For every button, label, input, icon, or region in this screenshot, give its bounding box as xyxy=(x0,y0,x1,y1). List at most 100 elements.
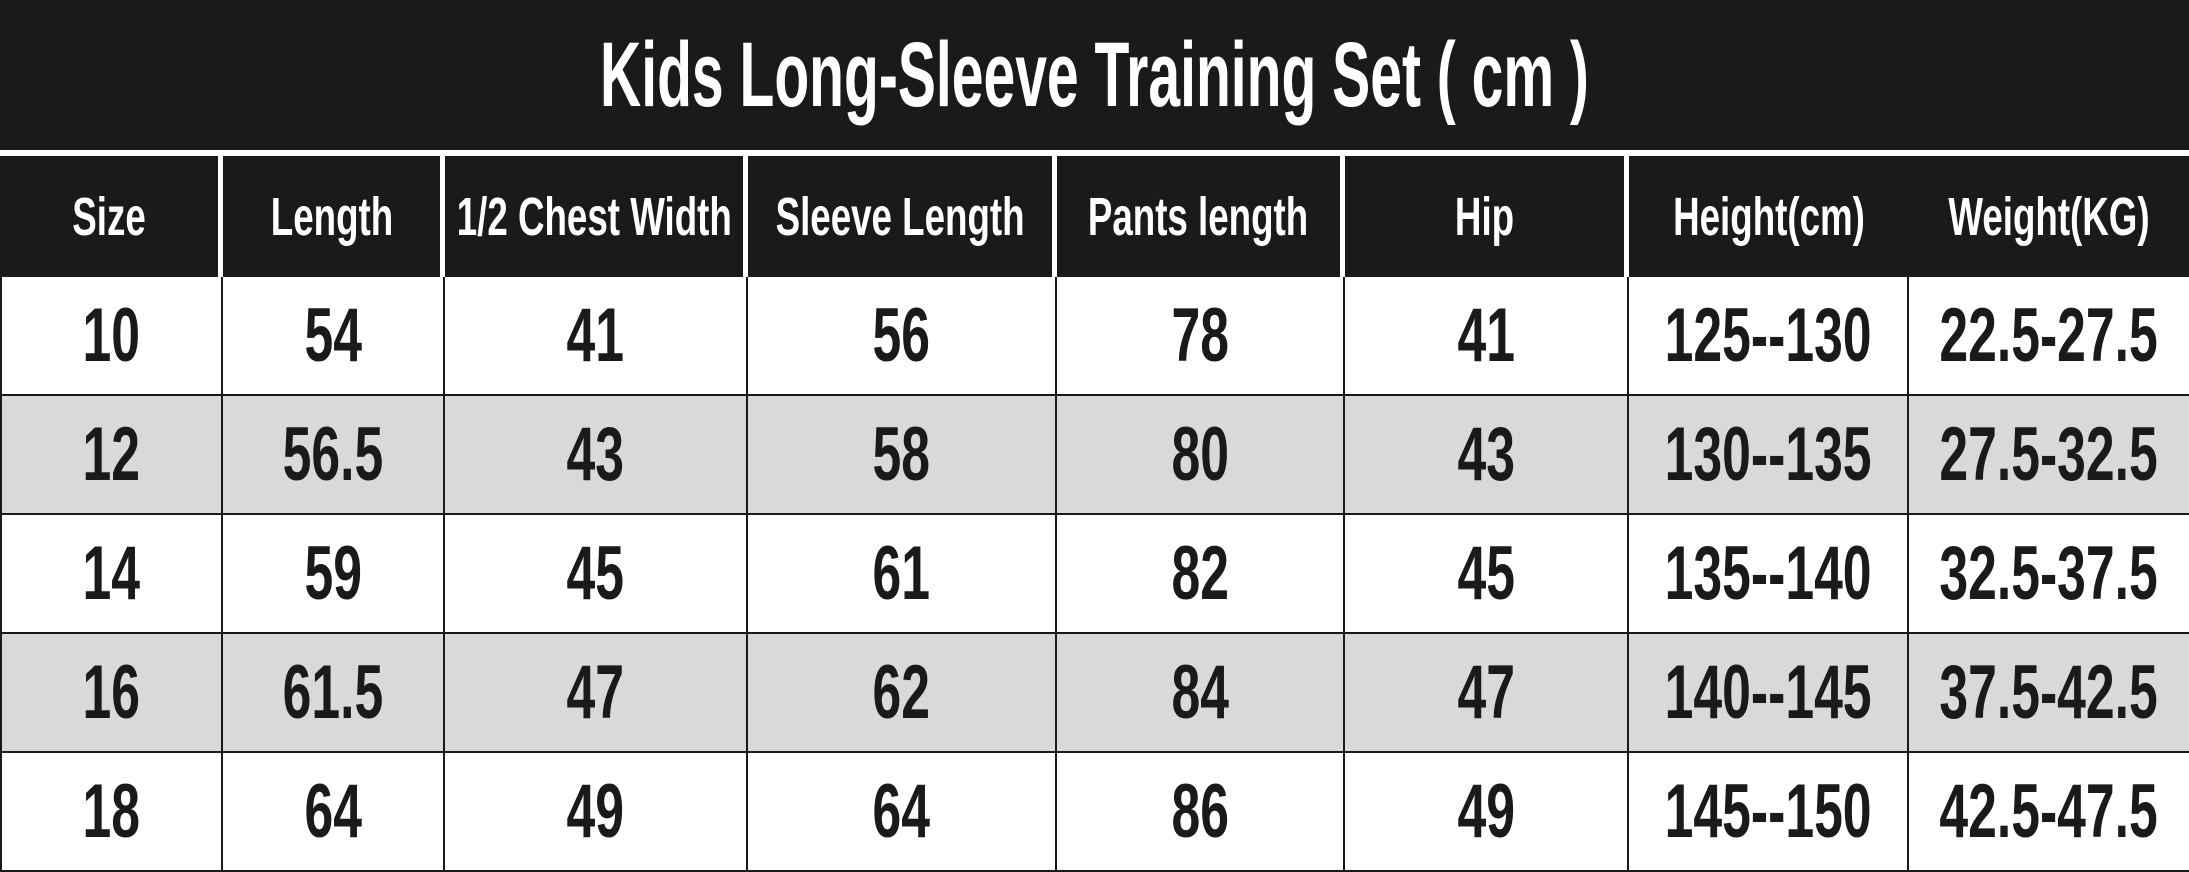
table-cell-weight-kg: 27.5-32.5 xyxy=(1909,396,2189,513)
cell-value: 42.5-47.5 xyxy=(1939,769,2159,854)
table-cell-length: 59 xyxy=(223,515,445,632)
cell-value: 49 xyxy=(566,769,625,854)
column-header-sleeve-length: Sleeve Length xyxy=(748,156,1057,277)
cell-value: 61.5 xyxy=(282,650,384,735)
column-header-label: Height(cm) xyxy=(1673,186,1865,247)
cell-value: 86 xyxy=(1171,769,1229,854)
table-cell-1-2-chest-width: 49 xyxy=(445,753,748,870)
table-cell-weight-kg: 37.5-42.5 xyxy=(1909,634,2189,751)
table-cell-pants-length: 80 xyxy=(1057,396,1345,513)
cell-value: 130--135 xyxy=(1664,412,1872,497)
table-row: 16 61.5 47 62 84 47 140--145 37.5-42.5 xyxy=(0,634,2189,753)
table-cell-sleeve-length: 62 xyxy=(748,634,1057,751)
cell-value: 47 xyxy=(1457,650,1515,735)
column-header-pants-length: Pants length xyxy=(1057,156,1345,277)
cell-value: 22.5-27.5 xyxy=(1939,293,2159,378)
cell-value: 10 xyxy=(82,293,141,378)
cell-value: 145--150 xyxy=(1664,769,1872,854)
cell-value: 61 xyxy=(872,531,931,616)
chart-title: Kids Long-Sleeve Training Set ( cm ) xyxy=(600,23,1589,126)
table-cell-sleeve-length: 64 xyxy=(748,753,1057,870)
column-header-1-2-chest-width: 1/2 Chest Width xyxy=(445,156,748,277)
table-cell-height-cm: 145--150 xyxy=(1629,753,1909,870)
cell-value: 78 xyxy=(1171,293,1229,378)
cell-value: 32.5-37.5 xyxy=(1939,531,2159,616)
cell-value: 45 xyxy=(566,531,625,616)
table-cell-height-cm: 125--130 xyxy=(1629,277,1909,394)
table-cell-length: 61.5 xyxy=(223,634,445,751)
column-header-label: Size xyxy=(72,186,146,247)
column-header-label: Sleeve Length xyxy=(775,186,1025,247)
table-cell-pants-length: 78 xyxy=(1057,277,1345,394)
table-cell-weight-kg: 42.5-47.5 xyxy=(1909,753,2189,870)
table-cell-length: 64 xyxy=(223,753,445,870)
cell-value: 64 xyxy=(872,769,931,854)
cell-value: 41 xyxy=(1457,293,1515,378)
table-cell-length: 56.5 xyxy=(223,396,445,513)
table-cell-hip: 47 xyxy=(1345,634,1629,751)
cell-value: 41 xyxy=(566,293,625,378)
table-cell-1-2-chest-width: 45 xyxy=(445,515,748,632)
table-cell-size: 12 xyxy=(0,396,223,513)
table-cell-pants-length: 82 xyxy=(1057,515,1345,632)
cell-value: 18 xyxy=(82,769,141,854)
cell-value: 49 xyxy=(1457,769,1515,854)
table-row: 12 56.5 43 58 80 43 130--135 27.5-32.5 xyxy=(0,396,2189,515)
table-row: 14 59 45 61 82 45 135--140 32.5-37.5 xyxy=(0,515,2189,634)
cell-value: 37.5-42.5 xyxy=(1939,650,2159,735)
column-header-label: 1/2 Chest Width xyxy=(456,186,732,247)
table-row: 10 54 41 56 78 41 125--130 22.5-27.5 xyxy=(0,277,2189,396)
cell-value: 84 xyxy=(1171,650,1229,735)
column-header-weight-kg: Weight(KG) xyxy=(1909,156,2189,277)
column-header-size: Size xyxy=(0,156,223,277)
table-header-row: Size Length 1/2 Chest Width Sleeve Length Pa… xyxy=(0,156,2189,277)
cell-value: 14 xyxy=(82,531,141,616)
title-divider xyxy=(0,150,2189,156)
table-cell-height-cm: 135--140 xyxy=(1629,515,1909,632)
column-header-length: Length xyxy=(223,156,445,277)
cell-value: 62 xyxy=(872,650,931,735)
column-header-label: Length xyxy=(270,186,393,247)
table-row: 18 64 49 64 86 49 145--150 42.5-47.5 xyxy=(0,753,2189,872)
column-header-label: Pants length xyxy=(1088,186,1309,247)
column-header-label: Hip xyxy=(1454,186,1515,247)
table-cell-sleeve-length: 56 xyxy=(748,277,1057,394)
table-cell-height-cm: 130--135 xyxy=(1629,396,1909,513)
table-cell-pants-length: 86 xyxy=(1057,753,1345,870)
cell-value: 47 xyxy=(566,650,625,735)
table-cell-hip: 49 xyxy=(1345,753,1629,870)
table-cell-size: 10 xyxy=(0,277,223,394)
table-cell-size: 14 xyxy=(0,515,223,632)
table-cell-size: 16 xyxy=(0,634,223,751)
table-cell-size: 18 xyxy=(0,753,223,870)
cell-value: 43 xyxy=(1457,412,1515,497)
table-cell-hip: 43 xyxy=(1345,396,1629,513)
column-header-label: Weight(KG) xyxy=(1948,186,2150,247)
cell-value: 43 xyxy=(566,412,625,497)
table-cell-length: 54 xyxy=(223,277,445,394)
table-cell-hip: 41 xyxy=(1345,277,1629,394)
cell-value: 27.5-32.5 xyxy=(1939,412,2159,497)
table-cell-1-2-chest-width: 43 xyxy=(445,396,748,513)
cell-value: 64 xyxy=(304,769,362,854)
column-header-hip: Hip xyxy=(1345,156,1629,277)
column-header-height-cm: Height(cm) xyxy=(1629,156,1909,277)
cell-value: 82 xyxy=(1171,531,1229,616)
chart-title-bar: Kids Long-Sleeve Training Set ( cm ) xyxy=(0,0,2189,150)
cell-value: 125--130 xyxy=(1664,293,1872,378)
cell-value: 80 xyxy=(1171,412,1229,497)
cell-value: 45 xyxy=(1457,531,1515,616)
cell-value: 56.5 xyxy=(282,412,384,497)
cell-value: 54 xyxy=(304,293,362,378)
cell-value: 140--145 xyxy=(1664,650,1872,735)
table-cell-sleeve-length: 58 xyxy=(748,396,1057,513)
table-cell-pants-length: 84 xyxy=(1057,634,1345,751)
table-cell-sleeve-length: 61 xyxy=(748,515,1057,632)
cell-value: 135--140 xyxy=(1664,531,1872,616)
cell-value: 12 xyxy=(82,412,141,497)
cell-value: 16 xyxy=(82,650,141,735)
table-cell-1-2-chest-width: 41 xyxy=(445,277,748,394)
table-cell-height-cm: 140--145 xyxy=(1629,634,1909,751)
table-cell-1-2-chest-width: 47 xyxy=(445,634,748,751)
